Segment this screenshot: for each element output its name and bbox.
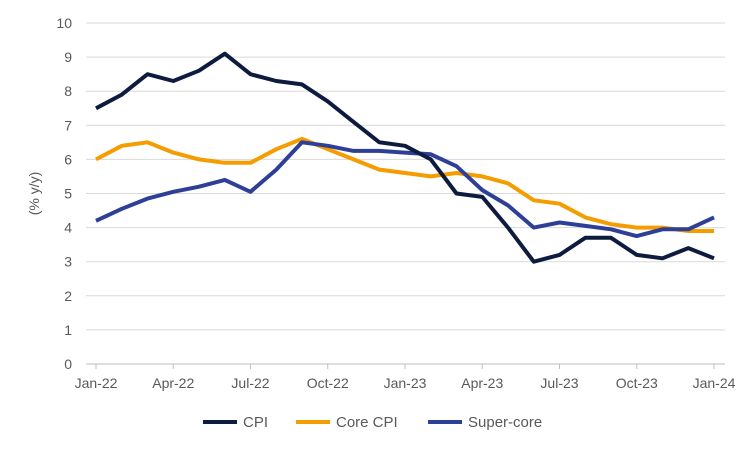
x-tick-label: Jan-24 [693, 375, 736, 391]
x-tick-label: Apr-23 [461, 375, 503, 391]
legend-label: CPI [243, 414, 268, 431]
y-tick-label: 0 [64, 356, 72, 372]
x-tick-label: Oct-23 [616, 375, 658, 391]
legend-label: Super-core [468, 414, 542, 431]
y-axis-title: (% y/y) [26, 172, 42, 216]
y-tick-label: 4 [64, 220, 72, 236]
x-tick-label: Jul-23 [540, 375, 578, 391]
y-tick-label: 5 [64, 186, 72, 202]
legend-label: Core CPI [336, 414, 398, 431]
x-axis-ticks: Jan-22 Apr-22 Jul-22 Oct-22 Jan-23 Apr-23 Jul-… [75, 364, 736, 391]
series-line-cpi [95, 51, 715, 264]
y-tick-label: 8 [64, 83, 72, 99]
series-line-super-core [95, 140, 715, 239]
y-tick-label: 3 [64, 254, 72, 270]
legend: CPI Core CPI Super-core [203, 414, 542, 431]
y-tick-label: 10 [56, 15, 72, 31]
x-tick-label: Oct-22 [307, 375, 349, 391]
y-tick-label: 2 [64, 288, 72, 304]
series-lines [95, 51, 715, 264]
x-tick-label: Apr-22 [152, 375, 194, 391]
x-tick-label: Jan-22 [75, 375, 118, 391]
x-tick-label: Jan-23 [384, 375, 427, 391]
y-tick-label: 6 [64, 151, 72, 167]
y-axis-ticks: 0 1 2 3 4 5 6 7 8 9 10 [56, 15, 72, 372]
y-tick-label: 9 [64, 49, 72, 65]
y-tick-label: 1 [64, 322, 72, 338]
y-tick-label: 7 [64, 117, 72, 133]
series-line-core-cpi [95, 136, 714, 233]
gridlines [86, 22, 725, 331]
x-tick-label: Jul-22 [231, 375, 269, 391]
